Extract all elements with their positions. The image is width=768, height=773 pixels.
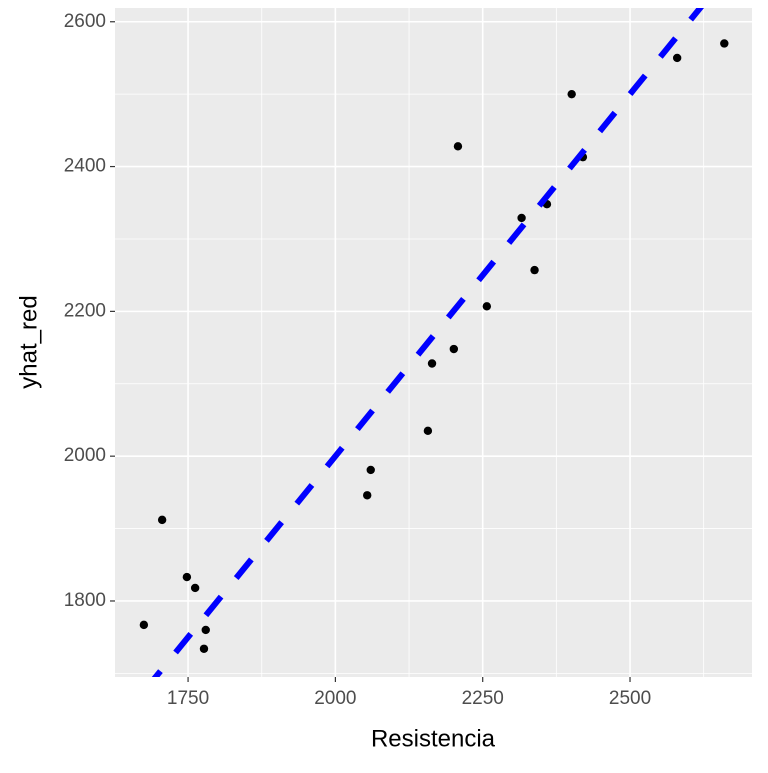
- point: [530, 265, 539, 275]
- y-axis-title: yhat_red: [15, 295, 42, 388]
- point: [427, 359, 437, 368]
- x-axis-title: Resistencia: [371, 725, 496, 752]
- point: [190, 583, 200, 593]
- y-tick-label: 2600: [64, 11, 106, 32]
- point: [453, 142, 463, 151]
- point: [720, 39, 729, 48]
- panel: [115, 8, 752, 677]
- point: [157, 515, 167, 525]
- y-tick-label: 2000: [64, 445, 106, 466]
- point: [363, 491, 372, 500]
- point: [517, 213, 526, 223]
- x-tick-label: 2500: [609, 688, 651, 709]
- point: [182, 572, 192, 582]
- point: [139, 620, 149, 630]
- x-tick-label: 2000: [314, 688, 356, 709]
- y-tick-label: 1800: [64, 590, 106, 611]
- x-tick-label: 2250: [462, 688, 504, 709]
- x-tick-label: 1750: [167, 688, 209, 709]
- point: [567, 89, 576, 99]
- y-tick-label: 2400: [64, 156, 106, 177]
- point: [482, 302, 492, 311]
- point: [672, 53, 682, 63]
- point: [201, 625, 210, 635]
- point: [423, 426, 433, 436]
- point: [449, 344, 459, 354]
- y-tick-label: 2200: [64, 300, 106, 321]
- point: [199, 644, 209, 653]
- point: [366, 465, 375, 475]
